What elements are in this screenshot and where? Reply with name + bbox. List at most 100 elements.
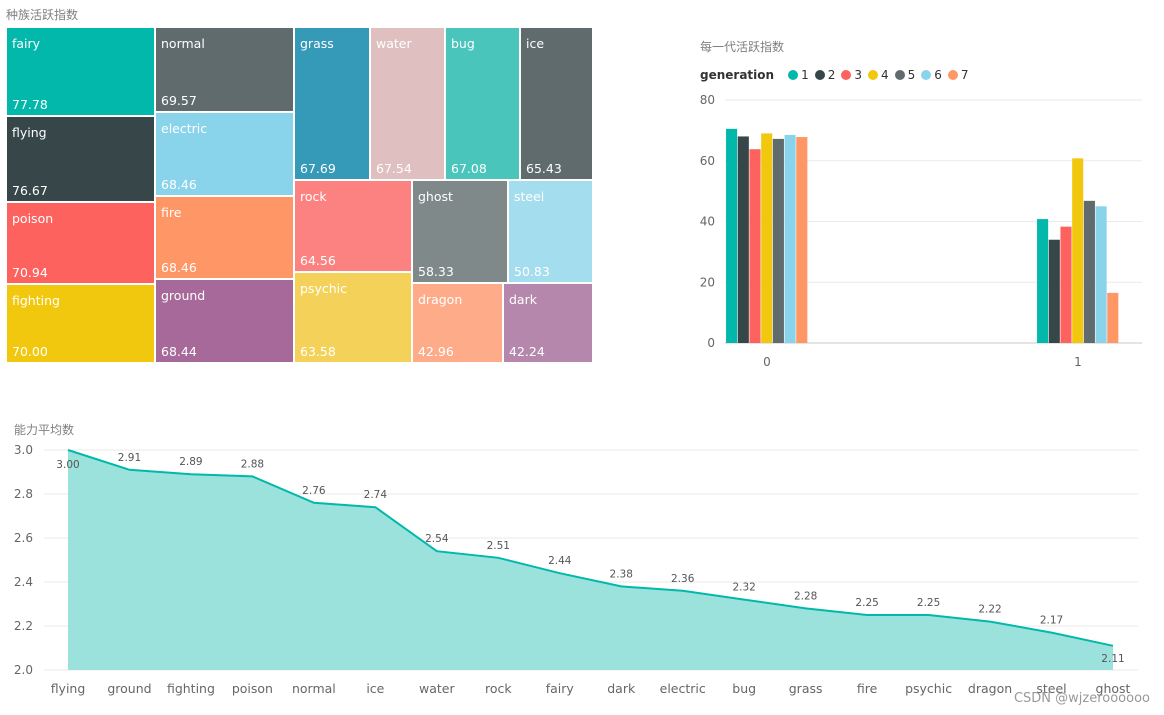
legend-dot-icon xyxy=(814,70,825,80)
area-x-tick-label: bug xyxy=(732,681,756,696)
area-point-water[interactable] xyxy=(433,547,441,555)
treemap-tile-dragon[interactable]: dragon 42.96 xyxy=(412,283,503,363)
ability-area-chart: 2.0 2.2 2.4 2.6 2.8 3.0 3.00 flying 2.91 ground 2.… xyxy=(14,443,1138,696)
bar-y-tick-label: 60 xyxy=(700,154,715,168)
bar-gen-7-cat-0[interactable] xyxy=(796,137,808,343)
bar-gen-1-cat-0[interactable] xyxy=(726,128,738,343)
area-point-fairy[interactable] xyxy=(556,569,564,577)
treemap-tile-label: ice xyxy=(526,36,545,51)
treemap-tile-steel[interactable]: steel 50.83 xyxy=(508,180,593,283)
bar-x-tick-label: 0 xyxy=(763,355,771,369)
treemap-tile-fairy[interactable]: fairy 77.78 xyxy=(6,27,155,116)
treemap-tile-poison[interactable]: poison 70.94 xyxy=(6,202,155,284)
treemap-tile-value: 42.96 xyxy=(418,344,454,359)
generation-bar-panel: 每一代活跃指数 generation 1 2 3 4 5 6 7 0 20 40 60 80 0 1 xyxy=(690,30,1160,375)
treemap-tile-value: 68.46 xyxy=(161,177,197,192)
bar-gen-4-cat-0[interactable] xyxy=(761,133,773,343)
legend-dot-icon xyxy=(788,70,799,80)
legend-item-3[interactable]: 3 xyxy=(841,68,862,82)
treemap-tile-value: 58.33 xyxy=(418,264,454,279)
area-point-rock[interactable] xyxy=(494,554,502,562)
legend-item-1[interactable]: 1 xyxy=(788,68,809,82)
area-point-bug[interactable] xyxy=(740,596,748,604)
area-y-tick-label: 2.8 xyxy=(14,487,33,501)
area-x-tick-label: grass xyxy=(789,681,823,696)
treemap-tile-electric[interactable]: electric 68.46 xyxy=(155,112,294,196)
treemap-tile-ground[interactable]: ground 68.44 xyxy=(155,279,294,363)
area-data-label: 2.36 xyxy=(671,573,695,585)
area-point-ground[interactable] xyxy=(125,466,133,474)
treemap-tile-fighting[interactable]: fighting 70.00 xyxy=(6,284,155,363)
area-point-electric[interactable] xyxy=(679,587,687,595)
area-point-fire[interactable] xyxy=(863,611,871,619)
treemap-tile-label: rock xyxy=(300,189,327,204)
treemap-tile-grass[interactable]: grass 67.69 xyxy=(294,27,370,180)
area-y-tick-label: 2.0 xyxy=(14,663,33,677)
area-point-psychic[interactable] xyxy=(925,611,933,619)
legend-item-7[interactable]: 7 xyxy=(947,68,969,82)
area-point-fighting[interactable] xyxy=(187,470,195,478)
treemap-tile-value: 67.08 xyxy=(451,161,487,176)
legend-item-2[interactable]: 2 xyxy=(814,68,836,82)
bar-gen-3-cat-1[interactable] xyxy=(1060,226,1072,343)
treemap-tile-ice[interactable]: ice 65.43 xyxy=(520,27,593,180)
treemap-tile-label: psychic xyxy=(300,281,347,296)
treemap-tile-water[interactable]: water 67.54 xyxy=(370,27,445,180)
bar-gen-7-cat-1[interactable] xyxy=(1107,292,1119,343)
area-x-tick-label: psychic xyxy=(905,681,952,696)
legend-item-4[interactable]: 4 xyxy=(867,68,889,82)
treemap-tile-flying[interactable]: flying 76.67 xyxy=(6,116,155,202)
bar-x-tick-label: 1 xyxy=(1074,355,1082,369)
area-data-label: 2.38 xyxy=(610,568,633,580)
area-fill xyxy=(68,450,1113,670)
area-point-ghost[interactable] xyxy=(1109,642,1117,650)
area-x-tick-label: electric xyxy=(660,681,706,696)
treemap-tile-normal[interactable]: normal 69.57 xyxy=(155,27,294,112)
bar-gen-2-cat-0[interactable] xyxy=(737,136,749,343)
area-point-dark[interactable] xyxy=(617,582,625,590)
area-x-tick-label: fairy xyxy=(546,681,575,696)
bar-gen-3-cat-0[interactable] xyxy=(749,149,761,343)
legend-item-6[interactable]: 6 xyxy=(921,68,942,82)
treemap-tile-label: fighting xyxy=(12,293,60,308)
area-point-steel[interactable] xyxy=(1048,629,1056,637)
treemap-tile-ghost[interactable]: ghost 58.33 xyxy=(412,180,508,283)
bar-gen-4-cat-1[interactable] xyxy=(1072,158,1084,343)
bar-gen-1-cat-1[interactable] xyxy=(1037,219,1049,343)
bar-gen-6-cat-0[interactable] xyxy=(784,134,796,343)
bar-y-tick-label: 40 xyxy=(700,215,715,229)
bar-y-tick-label: 0 xyxy=(707,336,715,350)
treemap-panel: 种族活跃指数 fairy 77.78 flying 76.67 poison 70.94 f… xyxy=(0,0,600,370)
bar-gen-6-cat-1[interactable] xyxy=(1095,206,1107,343)
legend-dot-icon xyxy=(947,70,958,80)
treemap-tile-value: 69.57 xyxy=(161,93,197,108)
treemap-tile-value: 50.83 xyxy=(514,264,550,279)
area-data-label: 2.25 xyxy=(855,597,878,609)
treemap-tile-label: water xyxy=(376,36,412,51)
area-point-dragon[interactable] xyxy=(986,618,994,626)
bar-gen-2-cat-1[interactable] xyxy=(1048,239,1060,343)
treemap-tile-dark[interactable]: dark 42.24 xyxy=(503,283,593,363)
treemap-tile-value: 76.67 xyxy=(12,183,48,198)
area-point-ice[interactable] xyxy=(371,503,379,511)
area-x-tick-label: dark xyxy=(607,681,636,696)
treemap-tile-bug[interactable]: bug 67.08 xyxy=(445,27,520,180)
treemap-tile-value: 68.46 xyxy=(161,260,197,275)
area-point-normal[interactable] xyxy=(310,499,318,507)
treemap-tile-value: 70.94 xyxy=(12,265,48,280)
area-point-flying[interactable] xyxy=(64,446,72,454)
area-x-tick-label: flying xyxy=(51,681,86,696)
legend-label: 2 xyxy=(827,68,836,82)
area-point-poison[interactable] xyxy=(248,472,256,480)
area-point-grass[interactable] xyxy=(802,604,810,612)
legend-item-5[interactable]: 5 xyxy=(894,68,915,82)
bar-gen-5-cat-0[interactable] xyxy=(772,138,784,343)
treemap-tile-label: dark xyxy=(509,292,537,307)
bar-gen-5-cat-1[interactable] xyxy=(1083,200,1095,343)
area-x-tick-label: poison xyxy=(232,681,273,696)
treemap-tile-psychic[interactable]: psychic 63.58 xyxy=(294,272,412,363)
area-x-tick-label: dragon xyxy=(968,681,1012,696)
treemap-tile-rock[interactable]: rock 64.56 xyxy=(294,180,412,272)
area-data-label: 2.25 xyxy=(917,597,940,609)
treemap-tile-fire[interactable]: fire 68.46 xyxy=(155,196,294,279)
